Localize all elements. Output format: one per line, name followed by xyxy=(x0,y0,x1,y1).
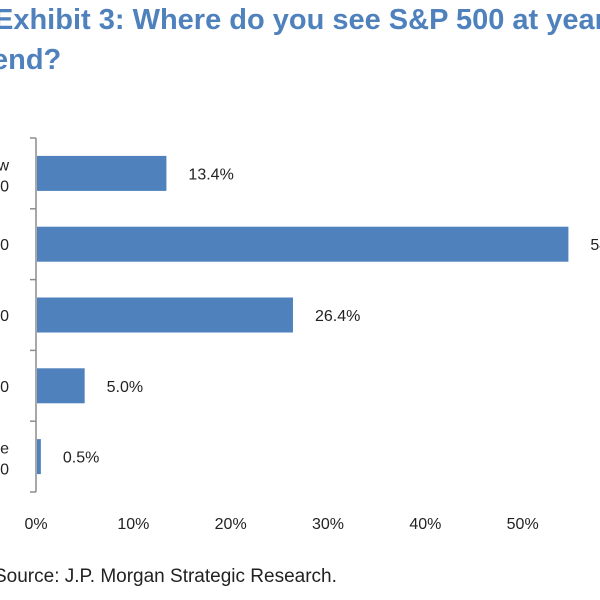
bar-4 xyxy=(37,368,85,404)
x-tick-label-1: 0% xyxy=(24,516,47,533)
data-label-3: 26.4% xyxy=(315,308,360,325)
x-tick-label-6: 50% xyxy=(507,516,539,533)
bar-chart: 13.4% Below1800 54.7% 1800-1900 26.4% 1900-20… xyxy=(0,137,600,533)
data-label-2: 54.7% xyxy=(590,237,600,254)
x-tick-label-3: 20% xyxy=(215,516,247,533)
category-label-4: 2000-2050 xyxy=(0,379,9,396)
bar-3 xyxy=(37,297,293,333)
data-label-1: 13.4% xyxy=(188,166,233,183)
bar-5 xyxy=(37,439,41,475)
bar-2 xyxy=(37,226,569,262)
category-label-2: 1800-1900 xyxy=(0,237,9,254)
category-label-3: 1900-2000 xyxy=(0,308,9,325)
x-tick-label-2: 10% xyxy=(117,516,149,533)
category-label-1: Below1800 xyxy=(0,157,9,195)
chart-title-line-1: Exhibit 3: Where do you see S&P 500 at y… xyxy=(0,4,600,36)
x-tick-label-5: 40% xyxy=(409,516,441,533)
bar-1 xyxy=(37,155,167,191)
x-tick-label-4: 30% xyxy=(312,516,344,533)
data-label-5: 0.5% xyxy=(63,450,99,467)
category-label-5: Above2050 xyxy=(0,441,9,479)
chart-title: Exhibit 3: Where do you see S&P 500 at y… xyxy=(0,0,600,110)
data-label-4: 5.0% xyxy=(107,379,143,396)
chart-title-line-2: end? xyxy=(0,44,62,76)
source-note: Source: J.P. Morgan Strategic Research. xyxy=(0,566,337,587)
